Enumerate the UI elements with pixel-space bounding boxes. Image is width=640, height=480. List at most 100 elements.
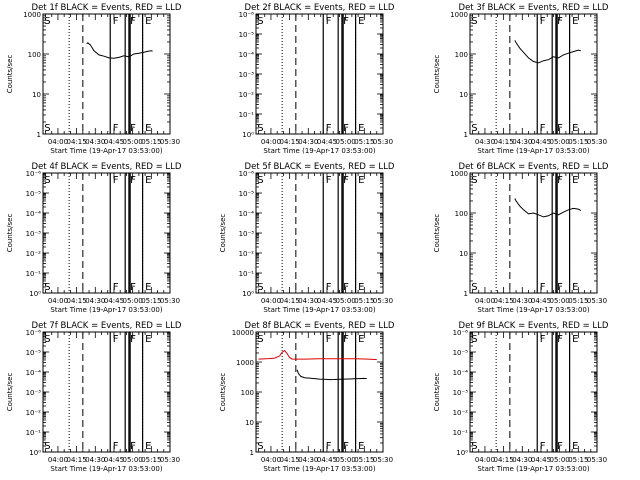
- event-marker-bottom: F: [326, 123, 332, 134]
- event-marker-bottom: E: [358, 282, 364, 293]
- chart-panel: Det 9f BLACK = Events, RED = LLD 10⁰ 10⁻¹ 1…: [433, 321, 609, 473]
- y-tick-label: 10⁰: [29, 449, 41, 457]
- plot-frame: [255, 13, 384, 135]
- x-tick-label: 04:00: [475, 297, 495, 305]
- y-tick-label: 100: [28, 51, 41, 59]
- event-marker-top: S: [471, 175, 477, 186]
- x-tick-label: 04:15: [280, 138, 300, 146]
- x-tick-label: 05:30: [160, 138, 180, 146]
- x-axis-label: Start Time (19-Apr-17 03:53:00): [477, 465, 589, 473]
- y-tick-label: 10⁻⁶: [453, 329, 469, 337]
- y-tick-label: 10⁻⁶: [239, 170, 255, 178]
- x-tick-label: 04:00: [48, 456, 68, 464]
- event-marker-top: S: [471, 334, 477, 345]
- x-tick-label: 04:45: [104, 297, 124, 305]
- y-tick-label: 1000: [450, 11, 468, 19]
- plot-frame: [469, 331, 598, 453]
- event-marker-top: F: [343, 16, 349, 27]
- event-marker-top: S: [44, 334, 50, 345]
- y-tick-label: 1: [37, 131, 41, 139]
- event-marker-top: F: [113, 16, 119, 27]
- x-tick-label: 05:30: [373, 297, 393, 305]
- x-tick-label: 04:00: [261, 138, 281, 146]
- y-axis-label: Counts/sec: [433, 373, 441, 412]
- x-tick-label: 04:15: [494, 297, 514, 305]
- x-axis-label: Start Time (19-Apr-17 03:53:00): [263, 147, 375, 155]
- event-marker-top: E: [572, 175, 578, 186]
- chart-panel: Det 3f BLACK = Events, RED = LLD 1 10 100 10…: [433, 3, 609, 155]
- x-tick-label: 04:15: [494, 138, 514, 146]
- x-tick-label: 05:30: [160, 297, 180, 305]
- x-tick-label: 05:15: [568, 456, 588, 464]
- event-marker-bottom: F: [113, 123, 119, 134]
- event-marker-bottom: E: [572, 441, 578, 452]
- x-tick-label: 05:30: [373, 456, 393, 464]
- y-tick-label: 10: [459, 250, 468, 258]
- chart-panel: Det 5f BLACK = Events, RED = LLD 10⁰ 10⁻¹ 1…: [219, 162, 395, 314]
- y-tick-label: 10⁻²: [453, 409, 469, 417]
- event-marker-bottom: S: [44, 441, 50, 452]
- x-tick-label: 04:00: [261, 456, 281, 464]
- y-tick-label: 100: [455, 51, 468, 59]
- panel-title: Det 1f BLACK = Events, RED = LLD: [32, 3, 182, 13]
- event-marker-top: F: [326, 175, 332, 186]
- y-tick-label: 10⁻⁵: [239, 31, 255, 39]
- plot-frame: [42, 331, 171, 453]
- y-tick-label: 10: [459, 91, 468, 99]
- x-tick-label: 05:15: [568, 297, 588, 305]
- event-marker-bottom: F: [326, 441, 332, 452]
- plot-frame: [42, 13, 171, 135]
- event-marker-bottom: S: [257, 123, 263, 134]
- y-axis-label: Counts/sec: [219, 214, 227, 253]
- event-marker-bottom: E: [358, 123, 364, 134]
- panel-title: Det 3f BLACK = Events, RED = LLD: [459, 3, 609, 13]
- event-marker-top: S: [257, 175, 263, 186]
- event-marker-bottom: S: [257, 282, 263, 293]
- x-tick-label: 05:30: [373, 138, 393, 146]
- y-tick-label: 10⁻⁵: [26, 349, 42, 357]
- y-tick-label: 10⁻⁵: [26, 190, 42, 198]
- y-axis-label: Counts/sec: [433, 214, 441, 253]
- event-marker-bottom: F: [326, 282, 332, 293]
- event-marker-top: F: [130, 175, 136, 186]
- x-tick-label: 05:00: [123, 297, 143, 305]
- y-tick-label: 10⁻³: [26, 389, 42, 397]
- event-marker-bottom: S: [471, 441, 477, 452]
- y-tick-label: 10⁻¹: [239, 270, 255, 278]
- x-tick-label: 04:00: [261, 297, 281, 305]
- plot-frame: [255, 331, 384, 453]
- y-tick-label: 10⁻⁴: [453, 369, 469, 377]
- event-marker-top: E: [358, 334, 364, 345]
- plot-frame: [255, 172, 384, 294]
- event-marker-top: F: [326, 334, 332, 345]
- x-axis-label: Start Time (19-Apr-17 03:53:00): [263, 465, 375, 473]
- x-axis-label: Start Time (19-Apr-17 03:53:00): [263, 306, 375, 314]
- plot-frame: [469, 13, 598, 135]
- event-marker-top: E: [358, 175, 364, 186]
- event-marker-bottom: F: [540, 441, 546, 452]
- events-series-line: [514, 198, 582, 218]
- x-tick-label: 04:45: [317, 138, 337, 146]
- event-marker-bottom: F: [130, 123, 136, 134]
- x-tick-label: 04:30: [85, 297, 105, 305]
- event-marker-bottom: E: [358, 441, 364, 452]
- x-tick-label: 04:30: [298, 297, 318, 305]
- y-tick-label: 10⁻⁶: [26, 329, 42, 337]
- event-marker-bottom: F: [557, 123, 563, 134]
- event-marker-bottom: S: [471, 123, 477, 134]
- x-tick-label: 05:00: [550, 297, 570, 305]
- panel-title: Det 7f BLACK = Events, RED = LLD: [32, 321, 182, 331]
- event-marker-top: F: [113, 175, 119, 186]
- y-tick-label: 10⁻²: [26, 250, 42, 258]
- x-tick-label: 05:00: [336, 297, 356, 305]
- y-tick-label: 10: [32, 91, 41, 99]
- y-tick-label: 10⁻³: [239, 230, 255, 238]
- x-tick-label: 04:00: [475, 456, 495, 464]
- x-tick-label: 05:00: [123, 138, 143, 146]
- y-axis-label: Counts/sec: [219, 373, 227, 412]
- x-tick-label: 05:00: [123, 456, 143, 464]
- x-tick-label: 05:15: [141, 456, 161, 464]
- chart-panel: Det 6f BLACK = Events, RED = LLD 1 10 100 10…: [433, 162, 609, 314]
- y-tick-label: 10⁻⁵: [453, 349, 469, 357]
- y-tick-label: 10⁰: [456, 449, 468, 457]
